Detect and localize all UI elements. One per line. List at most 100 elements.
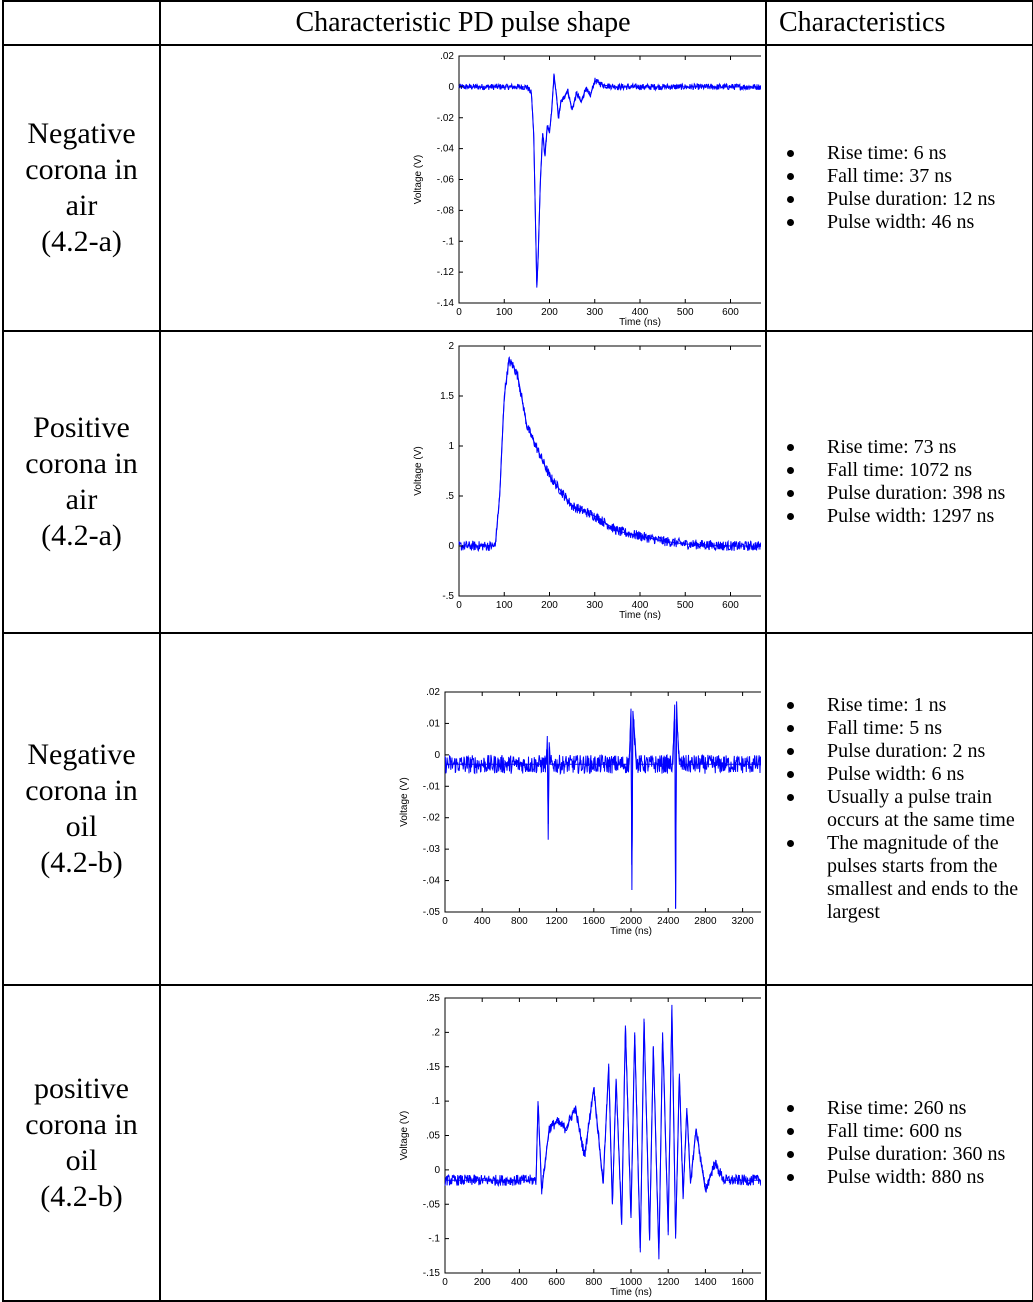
x-tick-label: 400 <box>632 600 649 611</box>
header-characteristics: Characteristics <box>765 0 1033 46</box>
x-tick-label: 1200 <box>545 916 568 927</box>
characteristics-cell: Rise time: 260 ns Fall time: 600 ns Puls… <box>765 984 1033 1302</box>
characteristics-cell: Rise time: 6 ns Fall time: 37 ns Pulse d… <box>765 44 1033 332</box>
list-item: Rise time: 1 ns <box>783 694 1028 717</box>
list-item: Pulse width: 46 ns <box>783 211 1028 234</box>
y-tick-label: .5 <box>446 491 455 502</box>
x-tick-label: 800 <box>511 916 528 927</box>
condition-line: Negative <box>27 117 136 150</box>
table-header-row: Characteristic PD pulse shape Characteri… <box>2 0 1033 46</box>
list-item: Pulse width: 1297 ns <box>783 505 1028 528</box>
x-tick-label: 2800 <box>694 916 717 927</box>
y-tick-label: .25 <box>426 993 440 1004</box>
x-tick-label: 200 <box>541 307 558 318</box>
y-tick-label: -.02 <box>437 113 455 124</box>
condition-line: (4.2-a) <box>41 225 122 258</box>
x-axis-label: Time (ns) <box>619 317 661 328</box>
x-tick-label: 2400 <box>657 916 680 927</box>
list-item: Rise time: 73 ns <box>783 436 1028 459</box>
y-tick-label: -.02 <box>423 813 441 824</box>
header-pulse-shape: Characteristic PD pulse shape <box>159 0 767 46</box>
y-tick-label: -.06 <box>437 175 455 186</box>
plot-frame <box>444 997 761 1274</box>
y-tick-label: .05 <box>426 1131 440 1142</box>
x-tick-label: 1400 <box>694 1277 717 1288</box>
list-item: Fall time: 600 ns <box>783 1120 1028 1143</box>
x-tick-label: 300 <box>586 307 603 318</box>
y-tick-label: -.15 <box>423 1268 441 1279</box>
y-tick-label: .01 <box>426 718 440 729</box>
condition-line: corona in <box>25 447 138 480</box>
y-tick-label: 0 <box>448 541 454 552</box>
x-tick-label: 0 <box>442 1277 448 1288</box>
list-item: Pulse width: 880 ns <box>783 1166 1028 1189</box>
y-tick-label: 2 <box>448 341 454 352</box>
list-item: Pulse duration: 12 ns <box>783 188 1028 211</box>
x-tick-label: 600 <box>548 1277 565 1288</box>
x-tick-label: 0 <box>442 916 448 927</box>
y-tick-label: -.05 <box>423 1199 441 1210</box>
x-axis-label: Time (ns) <box>619 610 661 621</box>
condition-line: Negative <box>27 738 136 771</box>
x-tick-label: 2000 <box>620 916 643 927</box>
y-tick-label: -.1 <box>442 236 454 247</box>
condition-line: corona in <box>25 153 138 186</box>
condition-line: Positive <box>33 411 130 444</box>
list-item: Usually a pulse train occurs at the same… <box>783 786 1028 832</box>
voltage-trace-envelope <box>445 1004 761 1260</box>
x-tick-label: 500 <box>677 600 694 611</box>
characteristics-cell: Rise time: 1 ns Fall time: 5 ns Pulse du… <box>765 632 1033 986</box>
x-tick-label: 0 <box>456 307 462 318</box>
condition-cell: Negative corona in oil (4.2-b) <box>2 632 161 986</box>
characteristics-list: Rise time: 73 ns Fall time: 1072 ns Puls… <box>767 436 1032 528</box>
plot-frame <box>458 345 761 597</box>
table-row: Negative corona in air (4.2-a) 0 100 200 30… <box>2 44 1033 332</box>
condition-line: (4.2-b) <box>40 1180 123 1213</box>
condition-line: positive <box>34 1072 129 1105</box>
y-tick-label: 1 <box>448 441 454 452</box>
condition-cell: Positive corona in air (4.2-a) <box>2 330 161 634</box>
y-tick-label: 0 <box>448 82 454 93</box>
list-item: Pulse duration: 360 ns <box>783 1143 1028 1166</box>
y-tick-label: -.03 <box>423 844 441 855</box>
pulse-shape-cell: 0200400600800100012001400160018002000-.1… <box>159 984 767 1302</box>
pulse-shape-chart: 0100200300400500600700800-.14-.12-.1-.08… <box>413 51 761 328</box>
characteristics-cell: Rise time: 73 ns Fall time: 1072 ns Puls… <box>765 330 1033 634</box>
pulse-shape-cell: 0100200300400500600700800-.14-.12-.1-.08… <box>159 44 767 332</box>
x-tick-label: 200 <box>541 600 558 611</box>
y-tick-label: -.05 <box>423 907 441 918</box>
y-tick-label: -.1 <box>428 1234 440 1245</box>
list-item: Rise time: 6 ns <box>783 142 1028 165</box>
y-tick-label: 1.5 <box>440 391 454 402</box>
characteristics-list: Rise time: 1 ns Fall time: 5 ns Pulse du… <box>767 694 1032 924</box>
y-tick-label: .2 <box>432 1027 441 1038</box>
x-tick-label: 200 <box>474 1277 491 1288</box>
x-axis-label: Time (ns) <box>610 1287 652 1298</box>
x-tick-label: 800 <box>585 1277 602 1288</box>
condition-line: corona in <box>25 774 138 807</box>
y-tick-label: .02 <box>440 51 454 62</box>
x-tick-label: 500 <box>677 307 694 318</box>
y-axis-label: Voltage (V) <box>413 155 424 204</box>
x-tick-label: 400 <box>511 1277 528 1288</box>
table-row: positive corona in oil (4.2-b) 0 200 400 60… <box>2 984 1033 1302</box>
condition-line: air <box>65 189 98 222</box>
x-tick-label: 1600 <box>731 1277 754 1288</box>
y-tick-label: .15 <box>426 1062 440 1073</box>
y-tick-label: -.08 <box>437 205 455 216</box>
list-item: Fall time: 37 ns <box>783 165 1028 188</box>
y-tick-label: .02 <box>426 687 440 698</box>
x-tick-label: 600 <box>722 600 739 611</box>
table-row: Negative corona in oil (4.2-b) 0 400 800 12… <box>2 632 1033 986</box>
plot-frame <box>444 691 761 913</box>
condition-line: (4.2-b) <box>40 846 123 879</box>
x-tick-label: 300 <box>586 600 603 611</box>
table-row: Positive corona in air (4.2-a) 0 100 200 30… <box>2 330 1033 634</box>
pulse-shape-chart: 0200400600800100012001400160018002000-.1… <box>399 993 761 1298</box>
condition-line: oil <box>65 1144 98 1177</box>
header-condition <box>2 0 161 46</box>
x-axis-label: Time (ns) <box>610 926 652 937</box>
list-item: Pulse duration: 398 ns <box>783 482 1028 505</box>
y-axis-label: Voltage (V) <box>399 1111 410 1160</box>
